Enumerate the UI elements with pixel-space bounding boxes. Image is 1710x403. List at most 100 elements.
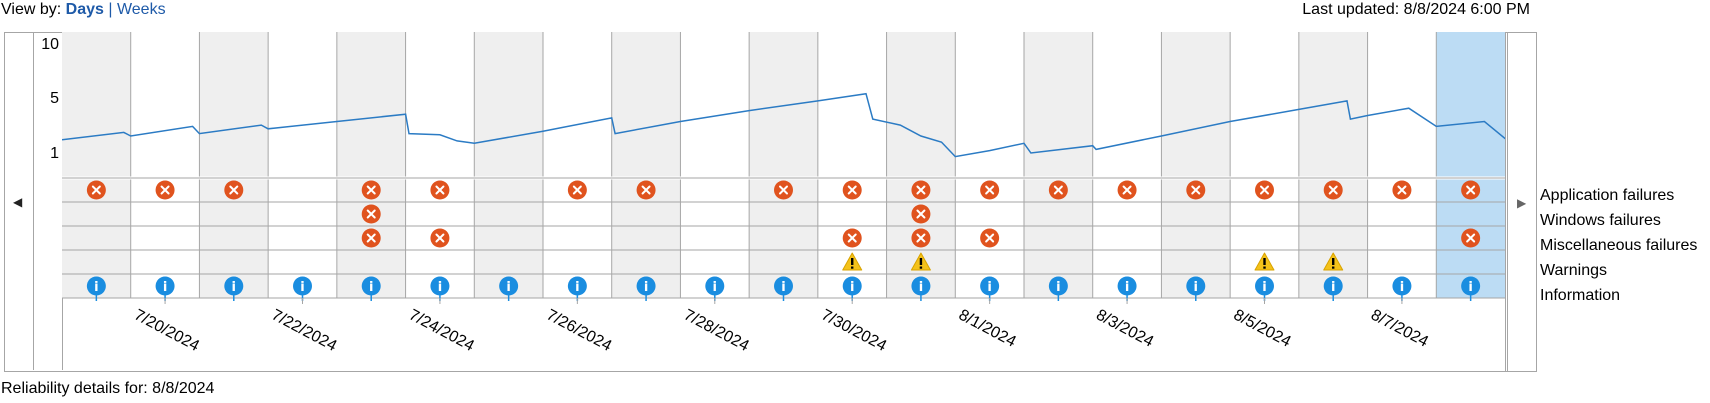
day-column[interactable]: [1367, 32, 1437, 298]
legend-miscellaneous-failures: Miscellaneous failures: [1540, 237, 1698, 254]
information-i-icon[interactable]: i: [86, 276, 106, 302]
legend-application-failures: Application failures: [1540, 187, 1675, 204]
x-tick-label: 7/24/2024: [406, 307, 477, 355]
day-column[interactable]: [1436, 32, 1505, 298]
day-column[interactable]: [955, 32, 1024, 298]
error-x-icon[interactable]: [155, 180, 175, 200]
error-x-icon[interactable]: [842, 228, 862, 248]
day-column[interactable]: [405, 32, 475, 298]
error-x-icon[interactable]: [430, 228, 450, 248]
error-x-icon[interactable]: [980, 228, 1000, 248]
x-tick-label: 8/1/2024: [956, 307, 1019, 351]
svg-text:i: i: [163, 280, 167, 295]
information-i-icon[interactable]: i: [224, 276, 244, 302]
svg-text:i: i: [1056, 280, 1060, 295]
scroll-left-button[interactable]: ◀: [4, 32, 32, 370]
scroll-right-button[interactable]: ▶: [1505, 32, 1537, 372]
view-by: View by: Days | Weeks: [1, 1, 166, 19]
svg-text:i: i: [438, 280, 442, 295]
day-column[interactable]: [62, 32, 131, 298]
day-column[interactable]: [749, 32, 818, 298]
legend-windows-failures: Windows failures: [1540, 212, 1661, 229]
day-column[interactable]: [1161, 32, 1231, 298]
day-column[interactable]: [1092, 32, 1162, 298]
x-tick-label: 8/7/2024: [1368, 307, 1431, 351]
information-i-icon[interactable]: i: [1461, 276, 1481, 302]
x-tick-label: 7/26/2024: [543, 307, 614, 355]
svg-text:i: i: [987, 280, 991, 295]
day-column[interactable]: [543, 32, 612, 298]
x-tick-label: 7/30/2024: [818, 307, 889, 355]
information-i-icon[interactable]: i: [636, 276, 656, 302]
error-x-icon[interactable]: [1461, 228, 1481, 248]
information-i-icon[interactable]: i: [1048, 276, 1068, 302]
information-i-icon[interactable]: i: [774, 276, 793, 302]
information-i-icon[interactable]: i: [361, 276, 381, 302]
triangle-left-icon: ◀: [13, 195, 23, 209]
error-x-icon[interactable]: [430, 180, 450, 200]
warning-triangle-icon[interactable]: [910, 252, 931, 271]
day-column[interactable]: [199, 32, 269, 298]
error-x-icon[interactable]: [980, 180, 1000, 200]
error-x-icon[interactable]: [1323, 180, 1343, 200]
svg-text:i: i: [1125, 280, 1129, 295]
day-column[interactable]: [680, 32, 750, 298]
svg-text:i: i: [369, 280, 373, 295]
day-column[interactable]: [1024, 32, 1093, 298]
day-column[interactable]: [130, 32, 200, 298]
last-updated: Last updated: 8/8/2024 6:00 PM: [1302, 1, 1530, 18]
warning-triangle-icon[interactable]: [1254, 252, 1275, 271]
svg-text:i: i: [94, 280, 98, 295]
x-tick-label: 8/5/2024: [1231, 307, 1294, 351]
error-x-icon[interactable]: [911, 180, 931, 200]
svg-text:i: i: [644, 280, 648, 295]
day-column[interactable]: [268, 32, 337, 298]
error-x-icon[interactable]: [1461, 180, 1481, 200]
error-x-icon[interactable]: [774, 180, 793, 200]
reliability-chart[interactable]: i i i i i i i i i i i i i i i i i i i i i 7/20/2024 7/22/2024 7…: [62, 32, 1505, 370]
error-x-icon[interactable]: [1392, 180, 1412, 200]
information-i-icon[interactable]: i: [1186, 276, 1206, 302]
top-bar: View by: Days | Weeks Last updated: 8/8/…: [0, 0, 1710, 22]
information-i-icon[interactable]: i: [911, 276, 931, 302]
days-link[interactable]: Days: [65, 1, 104, 18]
error-x-icon[interactable]: [636, 180, 656, 200]
svg-text:i: i: [1262, 280, 1266, 295]
error-x-icon[interactable]: [224, 180, 244, 200]
weeks-link[interactable]: Weeks: [116, 1, 166, 18]
svg-text:i: i: [850, 280, 854, 295]
y-tick-5: 5: [50, 90, 59, 107]
view-separator: |: [108, 1, 113, 18]
stability-index-line: [62, 92, 1505, 158]
error-x-icon[interactable]: [1186, 180, 1206, 200]
day-column[interactable]: [611, 32, 681, 298]
error-x-icon[interactable]: [1048, 180, 1068, 200]
day-column[interactable]: [336, 32, 406, 298]
svg-text:i: i: [1400, 280, 1404, 295]
x-tick-label: 7/28/2024: [681, 307, 752, 355]
svg-text:i: i: [1194, 280, 1198, 295]
information-i-icon[interactable]: i: [1323, 276, 1343, 302]
error-x-icon[interactable]: [1255, 180, 1274, 200]
error-x-icon[interactable]: [842, 180, 862, 200]
day-column[interactable]: [474, 32, 543, 298]
information-i-icon[interactable]: i: [499, 276, 519, 302]
error-x-icon[interactable]: [567, 180, 587, 200]
warning-triangle-icon[interactable]: [1323, 252, 1344, 271]
error-x-icon[interactable]: [911, 228, 931, 248]
legend-warnings: Warnings: [1540, 262, 1607, 279]
warning-triangle-icon[interactable]: [842, 252, 863, 271]
svg-text:i: i: [1468, 280, 1472, 295]
error-x-icon[interactable]: [86, 180, 106, 200]
svg-text:i: i: [575, 280, 579, 295]
svg-text:i: i: [506, 280, 510, 295]
error-x-icon[interactable]: [1117, 180, 1137, 200]
error-x-icon[interactable]: [911, 204, 931, 224]
svg-text:i: i: [713, 280, 717, 295]
triangle-right-icon: ▶: [1517, 196, 1527, 210]
error-x-icon[interactable]: [361, 228, 381, 248]
x-tick-label: 7/22/2024: [269, 307, 340, 355]
svg-text:i: i: [781, 280, 785, 295]
error-x-icon[interactable]: [361, 180, 381, 200]
error-x-icon[interactable]: [361, 204, 381, 224]
